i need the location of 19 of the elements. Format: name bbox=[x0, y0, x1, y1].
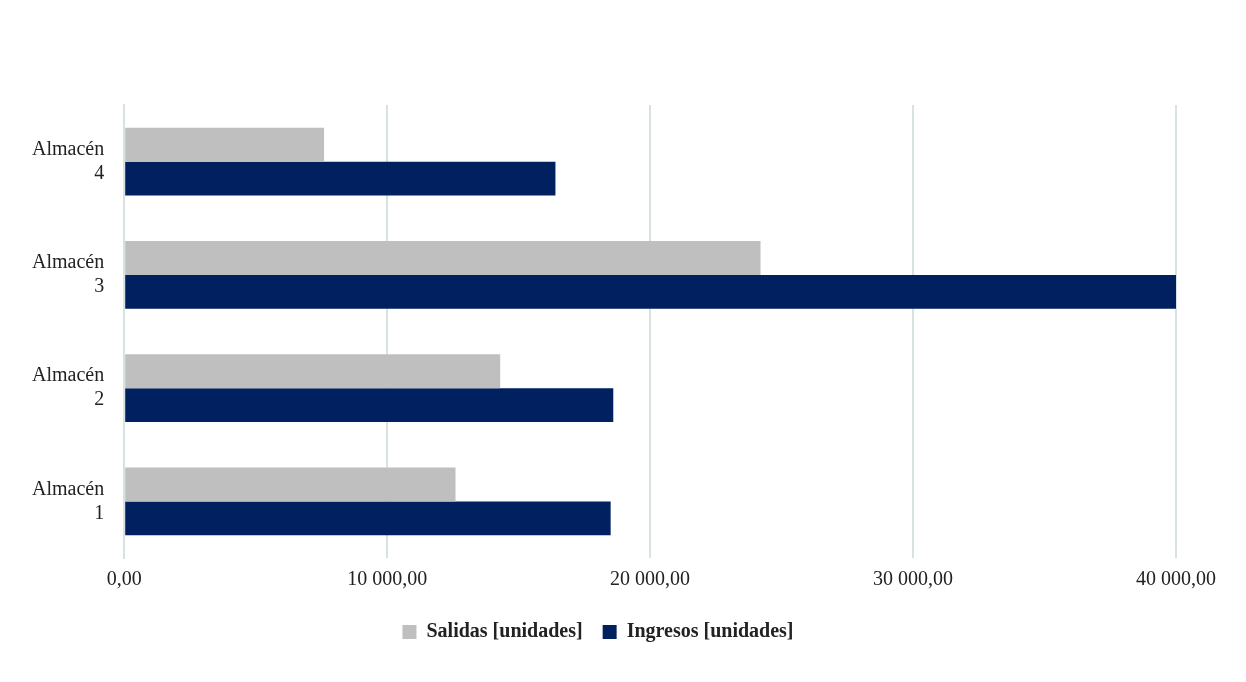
bar bbox=[125, 467, 456, 502]
x-tick-label: 40 000,00 bbox=[1136, 567, 1216, 590]
y-tick-label: Almacén 3 bbox=[32, 250, 105, 297]
y-tick-label: Almacén 2 bbox=[32, 363, 105, 410]
x-tick-label: 20 000,00 bbox=[610, 567, 691, 590]
bar bbox=[125, 388, 614, 423]
bar bbox=[125, 240, 761, 275]
x-tick-label: 10 000,00 bbox=[347, 567, 428, 590]
bar bbox=[125, 274, 1176, 309]
bar bbox=[125, 161, 556, 196]
bar bbox=[125, 501, 611, 536]
legend-label: Ingresos [unidades] bbox=[626, 619, 794, 643]
y-tick-label: Almacén 1 bbox=[32, 476, 105, 523]
legend-label: Salidas [unidades] bbox=[426, 619, 583, 642]
y-tick-label: Almacén 4 bbox=[32, 136, 105, 183]
bar bbox=[125, 354, 501, 389]
x-tick-label: 30 000,00 bbox=[873, 567, 954, 590]
bar bbox=[125, 127, 325, 162]
x-tick-label: 0,00 bbox=[106, 567, 142, 590]
